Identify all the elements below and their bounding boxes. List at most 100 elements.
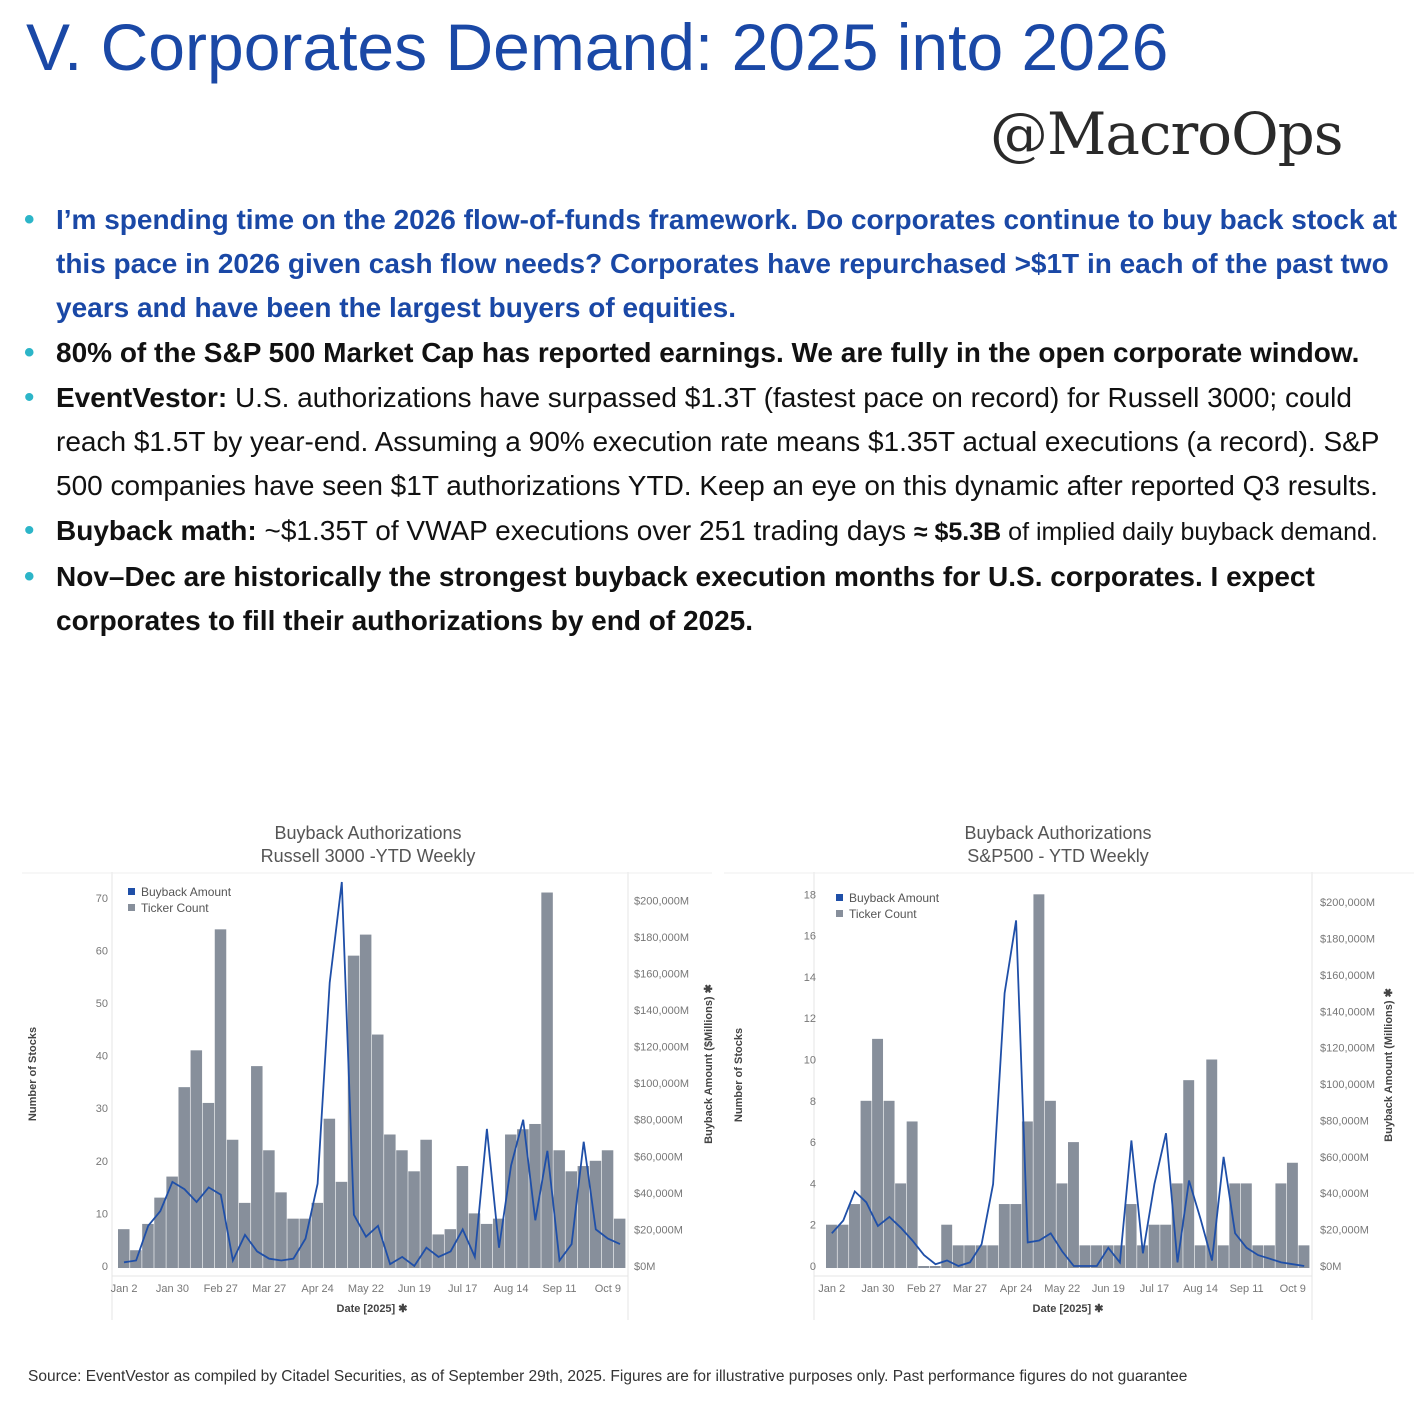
- ticker-count-bar: [468, 1213, 481, 1268]
- x-tick-label: Aug 14: [1183, 1283, 1218, 1295]
- ticker-count-bar: [860, 1100, 872, 1268]
- ticker-count-bar: [1171, 1183, 1183, 1268]
- x-tick-label: Jan 30: [861, 1283, 894, 1295]
- y2-tick-label: $80,000M: [634, 1115, 683, 1127]
- y-tick-label: 2: [810, 1220, 816, 1232]
- ticker-count-bar: [1125, 1204, 1137, 1268]
- ticker-count-bar: [263, 1150, 275, 1268]
- ticker-count-bar: [975, 1245, 987, 1268]
- bullet-dot-icon: •: [24, 560, 35, 593]
- y-tick-label: 30: [96, 1103, 108, 1115]
- ticker-count-bar: [275, 1192, 287, 1268]
- ticker-count-bar: [190, 1050, 203, 1268]
- x-tick-label: Jan 30: [156, 1283, 189, 1295]
- y2-tick-label: $180,000M: [1320, 934, 1375, 946]
- ticker-count-bar: [226, 1139, 239, 1268]
- ticker-count-bar: [1194, 1245, 1206, 1268]
- chart2-subtitle: S&P500 - YTD Weekly: [967, 846, 1149, 866]
- ticker-count-bar: [952, 1245, 964, 1268]
- y2-tick-label: $180,000M: [634, 932, 689, 944]
- y-tick-label: 4: [810, 1178, 816, 1190]
- ticker-count-bar: [420, 1139, 432, 1268]
- x-tick-label: Oct 9: [1280, 1283, 1306, 1295]
- ticker-count-bar: [906, 1121, 918, 1268]
- y-tick-label: 0: [102, 1261, 108, 1273]
- y2-tick-label: $20,000M: [634, 1224, 683, 1236]
- x-tick-label: Sep 11: [542, 1283, 576, 1295]
- y-tick-label: 50: [96, 998, 108, 1010]
- bullet-highlight: ≈ $5.3B: [913, 518, 1002, 546]
- y-tick-label: 60: [96, 945, 108, 957]
- ticker-count-bar: [964, 1245, 976, 1268]
- bullet-text: U.S. authorizations have surpassed $1.3T…: [56, 382, 1379, 501]
- ticker-count-bar: [541, 892, 553, 1268]
- ticker-count-bar: [347, 955, 360, 1268]
- ticker-count-bar: [118, 1229, 130, 1268]
- ticker-count-bar: [941, 1224, 953, 1268]
- ticker-count-bar: [444, 1229, 457, 1268]
- ticker-count-bar: [872, 1038, 884, 1268]
- y2-axis-title: Buyback Amount (Millions) ✱: [1383, 988, 1395, 1142]
- y-tick-label: 18: [804, 889, 816, 901]
- bullet-text: 80% of the S&P 500 Market Cap has report…: [56, 337, 1360, 368]
- bullet-item: • I’m spending time on the 2026 flow-of-…: [22, 198, 1407, 330]
- bullet-item: • 80% of the S&P 500 Market Cap has repo…: [22, 331, 1407, 375]
- ticker-count-bar: [323, 1118, 336, 1268]
- ticker-count-bar: [1275, 1183, 1287, 1268]
- ticker-count-bar: [251, 1066, 263, 1268]
- bullet-dot-icon: •: [24, 203, 35, 236]
- ticker-count-bar: [178, 1087, 190, 1268]
- y-tick-label: 10: [804, 1055, 816, 1067]
- ticker-count-bar: [456, 1166, 469, 1268]
- buyback-amount-line: [123, 881, 621, 1268]
- chart1-russell3000: 0 10 20 30 40 50 60 70 $0M $20,000M $40,000M $60,00…: [22, 872, 715, 1320]
- ticker-count-bar: [1044, 1100, 1056, 1268]
- y2-tick-label: $120,000M: [1320, 1043, 1375, 1055]
- y2-tick-label: $100,000M: [634, 1078, 689, 1090]
- x-tick-label: Mar 27: [953, 1283, 987, 1295]
- ticker-count-bar: [432, 1234, 444, 1268]
- chart2-title-block: Buyback Authorizations S&P500 - YTD Week…: [858, 822, 1258, 868]
- x-tick-label: Sep 11: [1230, 1283, 1264, 1295]
- ticker-count-bar: [1148, 1224, 1160, 1268]
- y-tick-label: 10: [96, 1208, 108, 1220]
- buyback-amount-line: [831, 920, 1305, 1267]
- legend-swatch-buyback: [128, 888, 135, 895]
- bullet-list: • I’m spending time on the 2026 flow-of-…: [22, 198, 1407, 644]
- legend-label-ticker: Ticker Count: [141, 901, 209, 915]
- bullet-tail: of implied daily buyback demand.: [1001, 518, 1378, 546]
- ticker-count-bar: [1010, 1204, 1022, 1268]
- x-axis-title: Date [2025] ✱: [1033, 1303, 1104, 1315]
- bullet-item: • Buyback math: ~$1.35T of VWAP executio…: [22, 509, 1407, 554]
- bullet-lead: Buyback math:: [56, 515, 257, 546]
- x-tick-label: Jan 2: [818, 1283, 845, 1295]
- ticker-count-bar: [359, 934, 372, 1268]
- bullet-item: • Nov–Dec are historically the strongest…: [22, 555, 1407, 643]
- y2-tick-label: $100,000M: [1320, 1079, 1375, 1091]
- ticker-count-bar: [895, 1183, 907, 1268]
- legend-label-buyback: Buyback Amount: [849, 891, 940, 905]
- x-tick-label: Feb 27: [204, 1283, 238, 1295]
- chart2-sp500: 0 2 4 6 8 10 12 14 16 18 $0M $20,000M $40,000M $60,00…: [724, 872, 1414, 1320]
- x-tick-label: Apr 24: [301, 1283, 333, 1295]
- ticker-count-bar: [529, 1123, 541, 1268]
- x-tick-label: May 22: [1044, 1283, 1080, 1295]
- ticker-count-bar: [849, 1204, 860, 1268]
- chart1-title: Buyback Authorizations: [274, 823, 462, 843]
- ticker-count-bar: [142, 1223, 154, 1268]
- y2-tick-label: $60,000M: [634, 1151, 683, 1163]
- y-tick-label: 16: [804, 931, 816, 943]
- ticker-count-bar: [311, 1202, 324, 1268]
- ticker-count-bar: [1183, 1080, 1195, 1268]
- y2-tick-label: $120,000M: [634, 1042, 689, 1054]
- x-tick-label: Apr 24: [1000, 1283, 1032, 1295]
- y2-tick-label: $80,000M: [1320, 1115, 1369, 1127]
- ticker-count-bar: [1252, 1245, 1264, 1268]
- x-tick-label: Jun 19: [1092, 1283, 1125, 1295]
- y2-tick-label: $160,000M: [1320, 970, 1375, 982]
- ticker-count-bar: [1021, 1121, 1033, 1268]
- x-axis-title: Date [2025] ✱: [337, 1303, 408, 1315]
- y2-tick-label: $40,000M: [1320, 1188, 1369, 1200]
- bullet-text: ~$1.35T of VWAP executions over 251 trad…: [256, 515, 914, 546]
- bullet-dot-icon: •: [24, 381, 35, 414]
